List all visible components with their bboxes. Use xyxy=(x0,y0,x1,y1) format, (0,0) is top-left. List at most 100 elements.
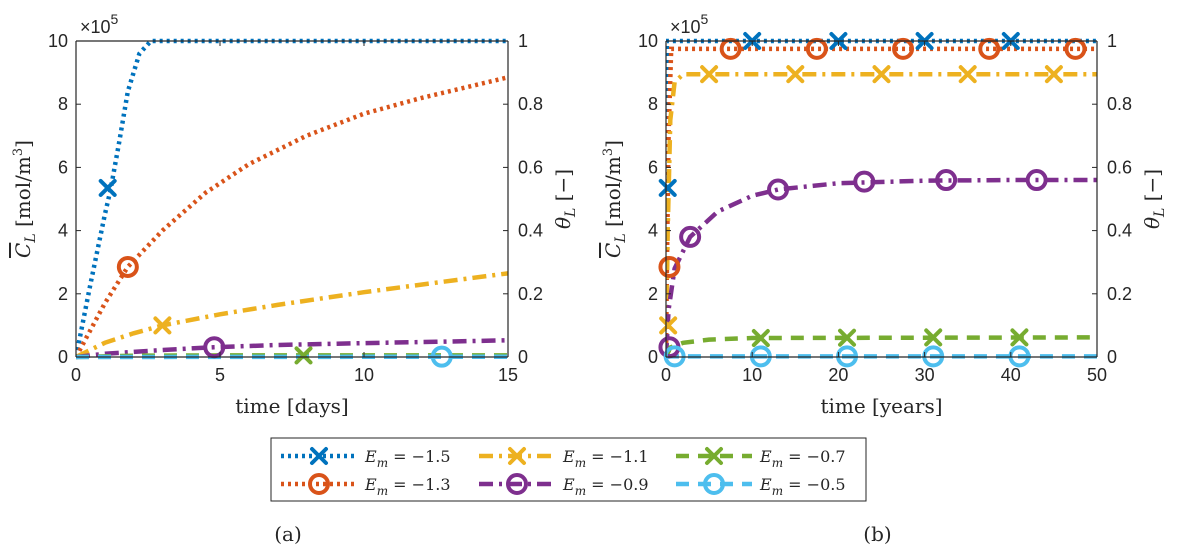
legend-marker xyxy=(705,447,723,465)
series-lines xyxy=(666,38,1097,360)
x-tick-label: 30 xyxy=(915,365,935,385)
y-tick-label-right: 0.2 xyxy=(518,284,543,304)
data-marker xyxy=(659,316,678,335)
y-axis-label-right: θL [−] xyxy=(551,169,579,229)
y-tick-label-left: 6 xyxy=(648,157,658,177)
x-tick-label: 20 xyxy=(828,365,848,385)
data-marker xyxy=(1044,65,1063,84)
series-line-em-neg1.5 xyxy=(76,38,508,358)
legend-label: Em = −1.1 xyxy=(562,447,649,470)
data-marker xyxy=(853,170,876,193)
legend-item: Em = −1.5 xyxy=(281,447,451,470)
y-tick-label-left: 2 xyxy=(648,284,658,304)
y-tick-label-left: 10 xyxy=(48,31,68,51)
data-marker xyxy=(805,37,828,60)
legend: Em = −1.5 Em = −1.1 Em = −0.7 Em = −1.3 Em =… xyxy=(270,437,867,502)
legend-label: Em = −1.5 xyxy=(364,447,451,470)
data-marker xyxy=(924,328,943,347)
legend-box xyxy=(270,437,867,502)
legend-item: Em = −0.7 xyxy=(676,447,846,470)
y-tick-label-right: 0.2 xyxy=(1107,284,1132,304)
y-tick-label-right: 0.6 xyxy=(518,157,543,177)
series-line-em-neg0.9 xyxy=(666,177,1097,358)
x-tick-label: 50 xyxy=(1087,365,1107,385)
x-tick-label: 0 xyxy=(661,365,671,385)
y-tick-label-right: 1 xyxy=(518,31,528,51)
y-tick-label-left: 0 xyxy=(58,347,68,367)
y-tick-label-left: 0 xyxy=(648,347,658,367)
y-tick-label-right: 0.8 xyxy=(1107,94,1132,114)
series-markers xyxy=(658,32,1087,368)
panel-caption: (b) xyxy=(863,522,891,546)
data-marker xyxy=(751,329,770,348)
y-tick-label-right: 0 xyxy=(518,347,528,367)
data-marker xyxy=(658,178,677,197)
x-tick-label: 10 xyxy=(742,365,762,385)
y-tick-label-left: 8 xyxy=(58,94,68,114)
data-marker xyxy=(203,336,226,359)
legend-item: Em = −1.1 xyxy=(479,447,649,470)
data-marker xyxy=(786,65,805,84)
y-tick-label-right: 1 xyxy=(1107,31,1117,51)
y-axis-label-left: CL [mol/m3] xyxy=(11,140,39,258)
y-exponent-label: ×105 xyxy=(670,11,709,37)
legend-item: Em = −0.5 xyxy=(676,473,846,498)
x-axis-label: time [years] xyxy=(820,394,942,418)
series-line-em-neg1.1 xyxy=(666,71,1097,358)
series-line-em-neg1.1 xyxy=(76,271,508,360)
y-tick-label-left: 2 xyxy=(58,284,68,304)
y-exponent-label: ×105 xyxy=(80,11,119,37)
y-tick-label-left: 8 xyxy=(648,94,658,114)
data-marker xyxy=(294,346,313,365)
panel-caption: (a) xyxy=(274,522,302,546)
x-tick-label: 40 xyxy=(1001,365,1021,385)
data-marker xyxy=(978,37,1001,60)
series-line-em-neg1.3 xyxy=(666,46,1097,358)
series-line-em-neg0.7 xyxy=(666,335,1097,358)
data-marker xyxy=(153,316,172,335)
legend-label: Em = −0.9 xyxy=(562,475,649,498)
series-line-em-neg1.3 xyxy=(76,75,508,359)
series-line-em-neg1.5 xyxy=(666,38,1097,358)
data-marker xyxy=(892,37,915,60)
legend-marker xyxy=(506,473,528,495)
y-axis-label-left: CL [mol/m3] xyxy=(601,140,629,258)
data-marker xyxy=(767,178,790,201)
data-marker xyxy=(719,37,742,60)
x-tick-label: 10 xyxy=(354,365,374,385)
y-tick-label-right: 0 xyxy=(1107,347,1117,367)
data-marker xyxy=(1064,37,1087,60)
y-tick-label-left: 6 xyxy=(58,157,68,177)
data-marker xyxy=(1010,328,1029,347)
data-marker xyxy=(958,65,977,84)
x-tick-label: 15 xyxy=(498,365,518,385)
legend-label: Em = −0.5 xyxy=(759,475,846,498)
data-marker xyxy=(98,178,117,197)
legend-item: Em = −0.9 xyxy=(479,473,649,498)
legend-marker xyxy=(310,447,328,465)
data-marker xyxy=(872,65,891,84)
data-marker xyxy=(116,255,139,278)
y-tick-label-left: 10 xyxy=(638,31,658,51)
y-axis-label-right: θL [−] xyxy=(1140,169,1168,229)
series-line-em-neg0.9 xyxy=(76,338,508,360)
y-tick-label-left: 4 xyxy=(58,221,68,241)
x-tick-label: 0 xyxy=(71,365,81,385)
data-marker xyxy=(935,169,958,192)
legend-marker xyxy=(703,473,725,495)
legend-marker xyxy=(308,473,330,495)
y-tick-label-right: 0.4 xyxy=(1107,221,1132,241)
x-axis-label: time [days] xyxy=(235,394,349,418)
data-marker xyxy=(679,225,702,248)
data-marker xyxy=(1025,169,1048,192)
legend-label: Em = −0.7 xyxy=(759,447,846,470)
legend-item: Em = −1.3 xyxy=(281,473,451,498)
x-tick-label: 5 xyxy=(215,365,225,385)
y-tick-label-right: 0.6 xyxy=(1107,157,1132,177)
y-tick-label-left: 4 xyxy=(648,221,658,241)
data-marker xyxy=(700,65,719,84)
series-lines xyxy=(76,38,508,360)
